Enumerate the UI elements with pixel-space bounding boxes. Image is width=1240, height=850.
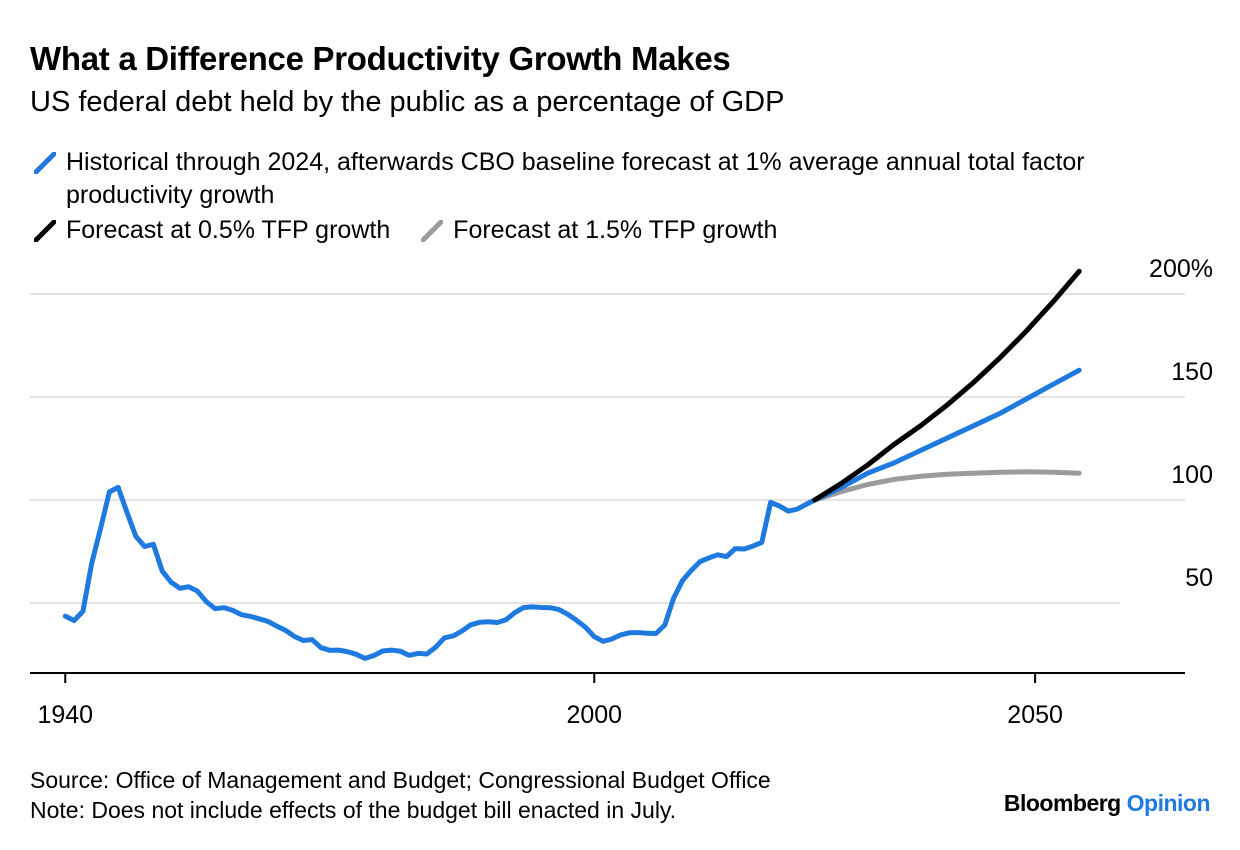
- x-tick-label-2000: 2000: [566, 701, 622, 729]
- brand-suffix: Opinion: [1126, 790, 1211, 816]
- legend-swatch-blue: [34, 152, 56, 174]
- legend-label-high: Forecast at 1.5% TFP growth: [453, 216, 778, 244]
- y-tick-label-200: 200%: [1149, 255, 1213, 283]
- source-note: Source: Office of Management and Budget;…: [30, 767, 771, 793]
- x-tick-label-2050: 2050: [1007, 701, 1063, 729]
- legend-swatch-black: [34, 220, 56, 242]
- series-line-high-tfp: [812, 469, 1082, 503]
- chart-legend: Historical through 2024, afterwards CBO …: [30, 146, 1200, 247]
- chart-title: What a Difference Productivity Growth Ma…: [30, 40, 731, 77]
- footnote: Note: Does not include effects of the bu…: [30, 797, 677, 823]
- legend-label-low: Forecast at 0.5% TFP growth: [66, 216, 391, 244]
- y-tick-label-50: 50: [1185, 564, 1213, 592]
- y-tick-label-150: 150: [1171, 358, 1213, 386]
- legend-item-low: Forecast at 0.5% TFP growth: [30, 214, 390, 247]
- brand-logo: Bloomberg Opinion: [1003, 790, 1211, 817]
- legend-item-high: Forecast at 1.5% TFP growth: [417, 214, 777, 247]
- y-tick-label-100: 100: [1171, 461, 1213, 489]
- brand-name: Bloomberg: [1003, 790, 1121, 816]
- chart-footer: Source: Office of Management and Budget;…: [30, 765, 771, 825]
- debt-line-chart: 200% 150 100 50 1940 2000 2050: [30, 255, 1213, 729]
- legend-swatch-gray: [421, 220, 444, 242]
- legend-item-baseline: Historical through 2024, afterwards CBO …: [30, 146, 1200, 212]
- chart-subtitle: US federal debt held by the public as a …: [30, 86, 785, 118]
- series-line-baseline: [62, 367, 1082, 661]
- x-tick-label-1940: 1940: [37, 701, 93, 729]
- legend-label-baseline: Historical through 2024, afterwards CBO …: [66, 148, 1085, 209]
- series-line-low-tfp: [812, 268, 1082, 503]
